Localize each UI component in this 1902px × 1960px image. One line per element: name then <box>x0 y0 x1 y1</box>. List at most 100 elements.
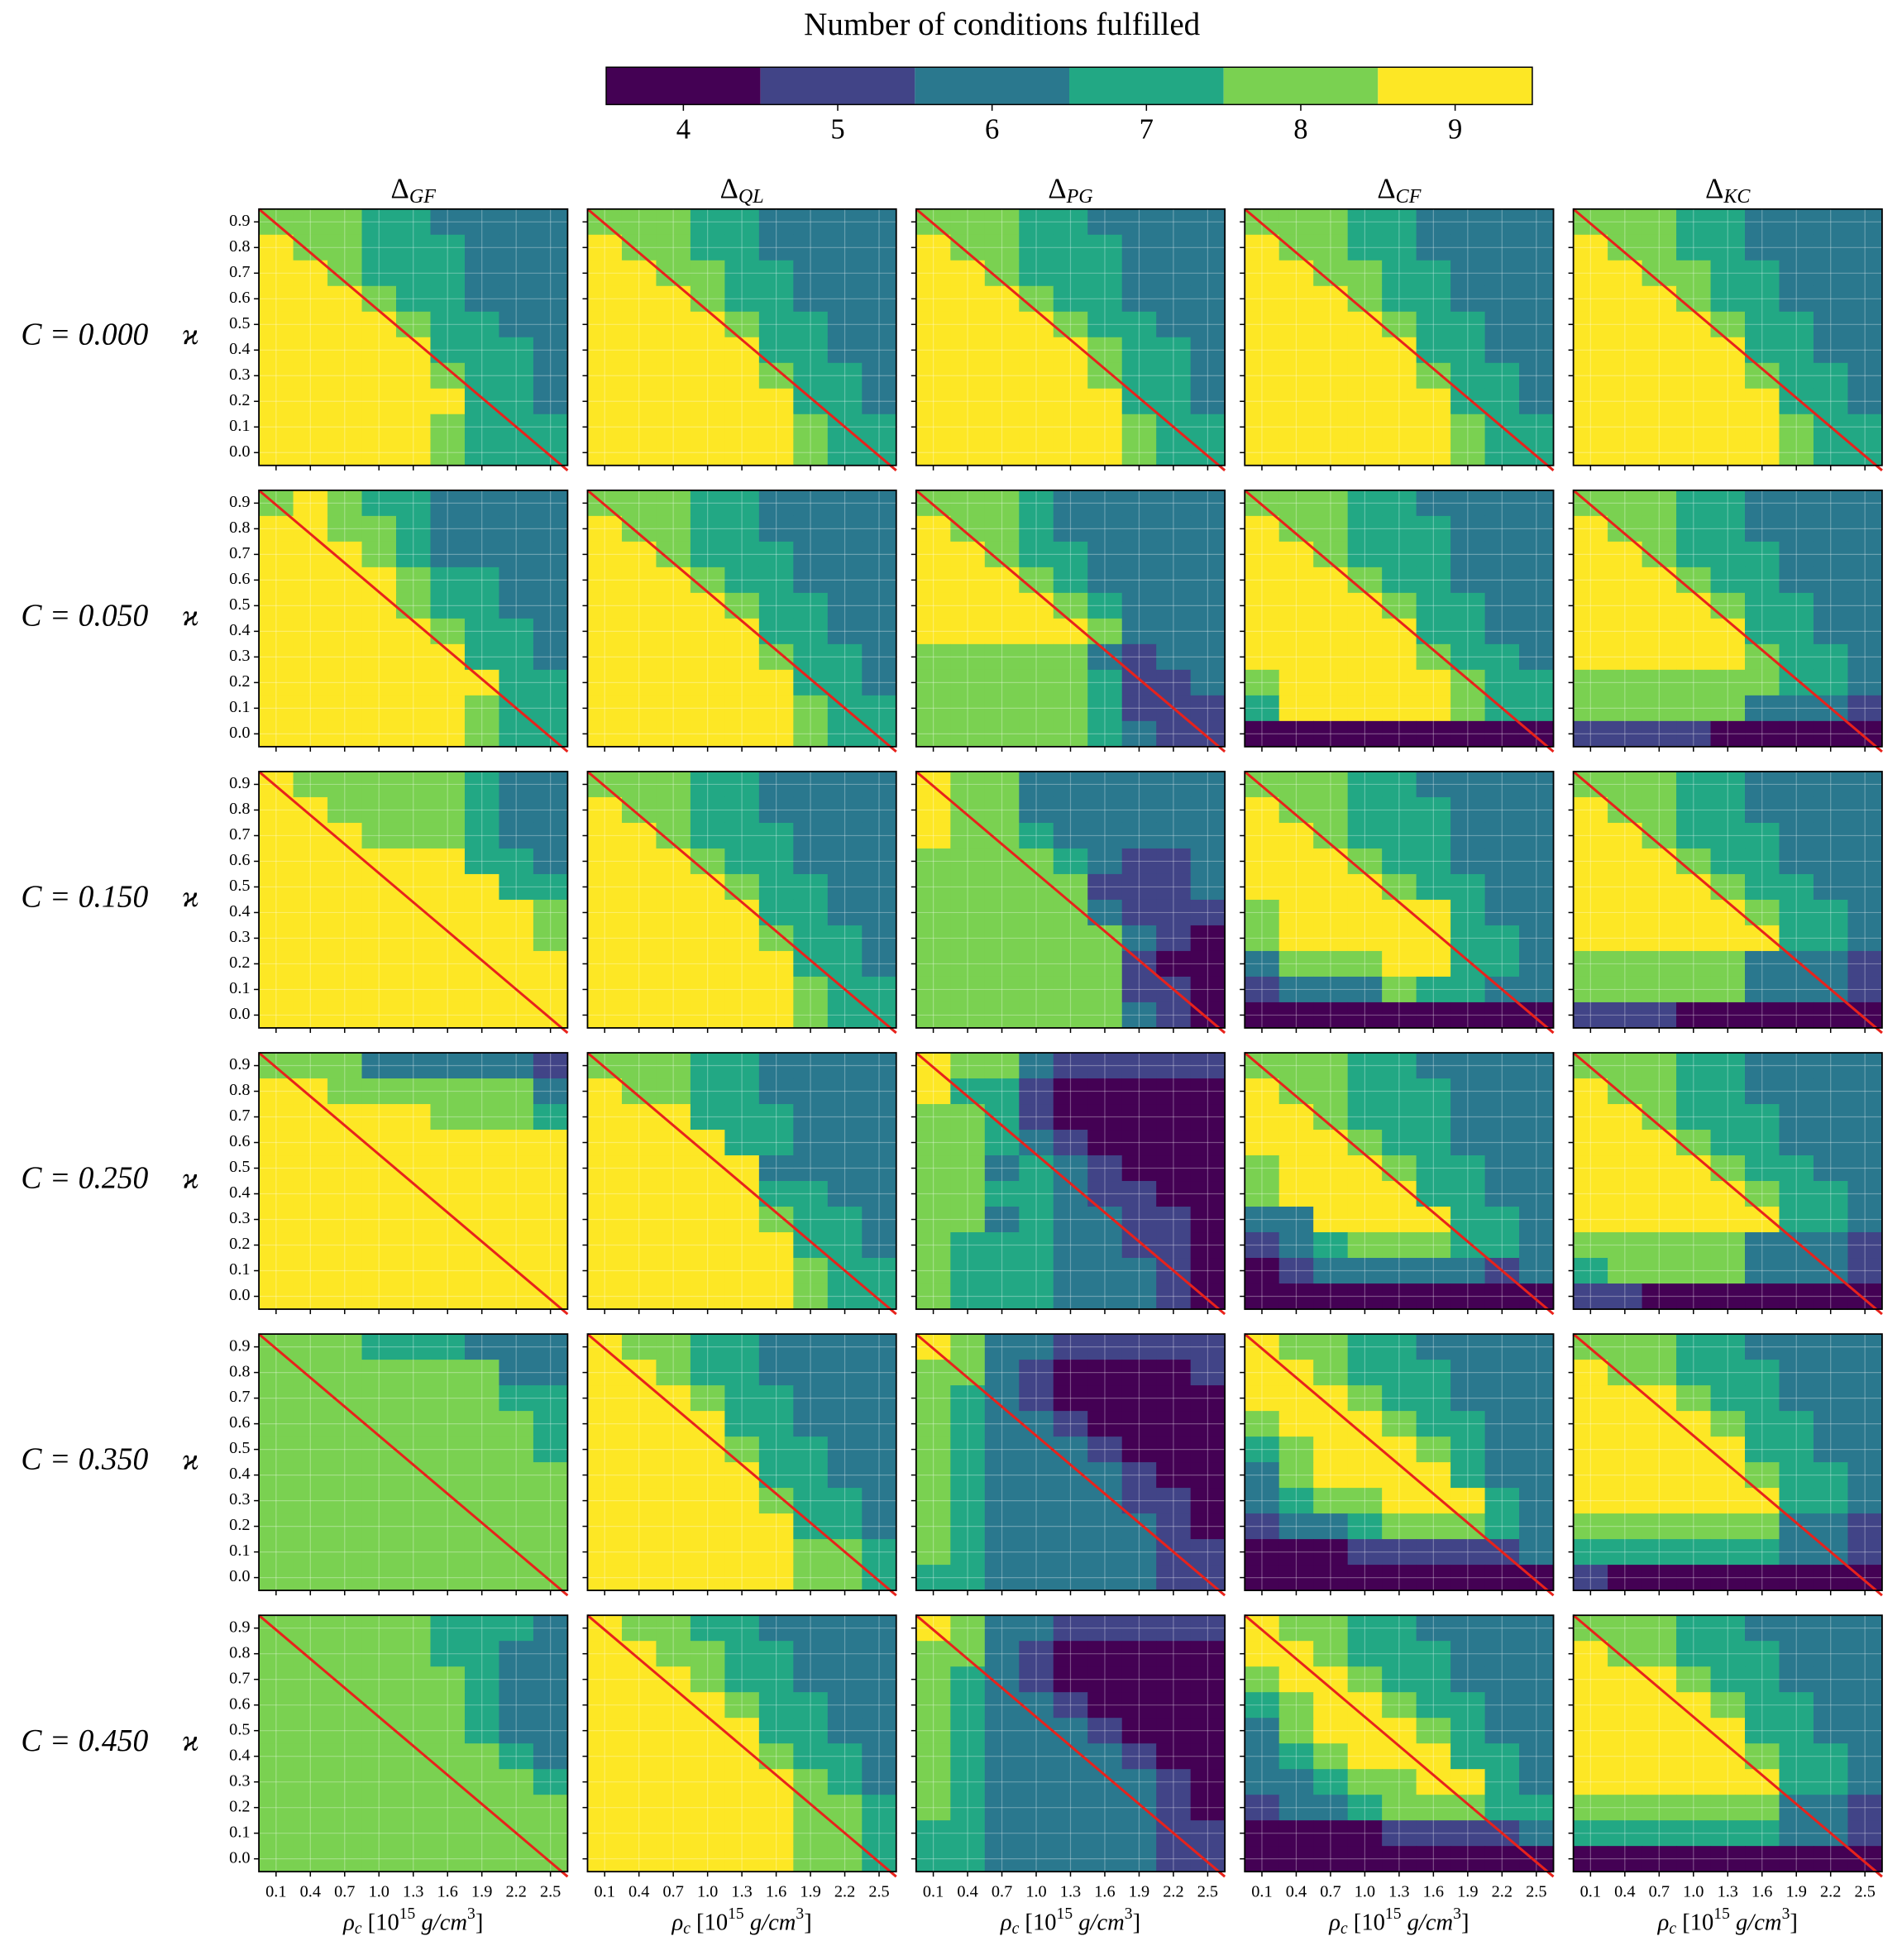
y-tick-label: 0.2 <box>229 954 250 972</box>
heatmap-cell <box>1519 362 1555 390</box>
heatmap-cell <box>1484 439 1520 466</box>
heatmap-cell <box>259 439 294 466</box>
heatmap-cell <box>1416 285 1451 313</box>
x-tick-label: 0.7 <box>992 1882 1012 1900</box>
heatmap-cell <box>1053 311 1088 338</box>
heatmap-cell <box>984 439 1020 466</box>
heatmap-cell <box>587 337 623 364</box>
heatmap-cell <box>1245 388 1280 415</box>
x-tick-label: 1.0 <box>697 1882 718 1900</box>
y-tick-label: 0.2 <box>229 1516 250 1534</box>
heatmap-cell <box>293 260 328 287</box>
heatmap-cell <box>1313 362 1349 390</box>
heatmap-cell <box>1484 260 1520 287</box>
heatmap-cell <box>1847 311 1883 338</box>
heatmap-cell <box>1813 260 1849 287</box>
heatmap-cell <box>1573 388 1608 415</box>
heatmap-cell <box>690 388 725 415</box>
heatmap-cell <box>327 208 363 236</box>
x-tick-label: 1.9 <box>1786 1882 1807 1900</box>
heatmap-cell <box>587 439 623 466</box>
heatmap-cell <box>1347 388 1383 415</box>
heatmap-cell <box>1450 208 1486 236</box>
x-tick-label: 0.4 <box>1286 1882 1307 1900</box>
heatmap-cell <box>1519 414 1555 441</box>
heatmap-cell <box>1710 208 1746 236</box>
y-tick-label: 0.8 <box>229 237 250 256</box>
heatmap-cell <box>1676 285 1712 313</box>
heatmap-cell <box>1313 208 1349 236</box>
heatmap-cell <box>1245 414 1280 441</box>
heatmap-cell <box>915 260 951 287</box>
x-axis-label-part: [10 <box>1019 1910 1056 1935</box>
heatmap-cell <box>1121 260 1157 287</box>
x-axis-label-part: 15 <box>728 1905 744 1923</box>
heatmap-cell <box>1121 439 1157 466</box>
column-subscript: QL <box>738 186 764 208</box>
heatmap-cell <box>862 260 897 287</box>
heatmap-cell <box>1156 362 1192 390</box>
heatmap-cell <box>827 234 863 261</box>
heatmap-cell <box>1087 414 1123 441</box>
heatmap-cell <box>464 260 500 287</box>
x-tick-label: 1.9 <box>1457 1882 1478 1900</box>
heatmap-cell <box>950 414 986 441</box>
heatmap-cell <box>950 388 986 415</box>
x-axis-label: ρc [1015 g/cm3] <box>1000 1905 1140 1938</box>
heatmap-cell <box>1245 234 1280 261</box>
heatmap-cell <box>464 234 500 261</box>
heatmap-cell <box>793 285 829 313</box>
colorbar-tick-label: 4 <box>676 113 691 145</box>
panel-frame <box>258 208 569 466</box>
x-axis-label: ρc [1015 g/cm3] <box>671 1905 811 1938</box>
column-symbol: Δ <box>391 174 409 205</box>
heatmap-cell <box>793 337 829 364</box>
x-tick-label: 1.0 <box>1683 1882 1704 1900</box>
x-axis-label-part: 15 <box>1385 1905 1402 1923</box>
row-label: C = 0.350 <box>21 1442 148 1477</box>
heatmap-cell <box>1573 285 1608 313</box>
y-tick-label: 0.8 <box>229 1081 250 1099</box>
heatmap-cell <box>827 388 863 415</box>
heatmap-cell <box>690 208 725 236</box>
heatmap-cell <box>758 260 794 287</box>
x-tick-label: 2.5 <box>1526 1882 1546 1900</box>
x-tick-label: 0.1 <box>265 1882 286 1900</box>
heatmap-cell <box>862 439 897 466</box>
column-title: ΔQL <box>720 174 764 208</box>
x-axis-label-part: c <box>1340 1920 1348 1938</box>
heatmap-cell <box>1245 285 1280 313</box>
heatmap-cell <box>1053 414 1088 441</box>
column-title: ΔKC <box>1705 174 1751 208</box>
y-axis-label: ϰ <box>182 1442 198 1475</box>
heatmap-cell <box>724 362 760 390</box>
heatmap-cell <box>1278 208 1314 236</box>
heatmap-cell <box>827 337 863 364</box>
heatmap-cell <box>293 208 328 236</box>
heatmap-cell <box>984 311 1020 338</box>
heatmap-cell <box>915 311 951 338</box>
colorbar-swatch <box>1223 67 1379 105</box>
heatmap-cell <box>656 439 691 466</box>
heatmap-cell <box>950 311 986 338</box>
x-tick-label: 2.2 <box>1820 1882 1841 1900</box>
x-axis-label: ρc [1015 g/cm3] <box>1328 1905 1469 1938</box>
heatmap-cell <box>862 208 897 236</box>
heatmap-cell <box>430 208 466 236</box>
heatmap-cell <box>758 439 794 466</box>
heatmap-cell <box>293 285 328 313</box>
heatmap-cell <box>361 362 397 390</box>
heatmap-cell <box>690 234 725 261</box>
heatmap-cell <box>1676 414 1712 441</box>
heatmap-cell <box>915 439 951 466</box>
heatmap-cell <box>533 208 568 236</box>
y-tick-label: 0.2 <box>229 391 250 409</box>
heatmap-cell <box>395 388 432 415</box>
heatmap-cell <box>1608 234 1643 261</box>
y-tick-label: 0.5 <box>229 877 250 895</box>
heatmap-cell <box>656 234 691 261</box>
heatmap-cell <box>1019 234 1054 261</box>
heatmap-cell <box>1779 362 1814 390</box>
heatmap-cell <box>499 311 534 338</box>
y-tick-label: 0.3 <box>229 1209 250 1227</box>
